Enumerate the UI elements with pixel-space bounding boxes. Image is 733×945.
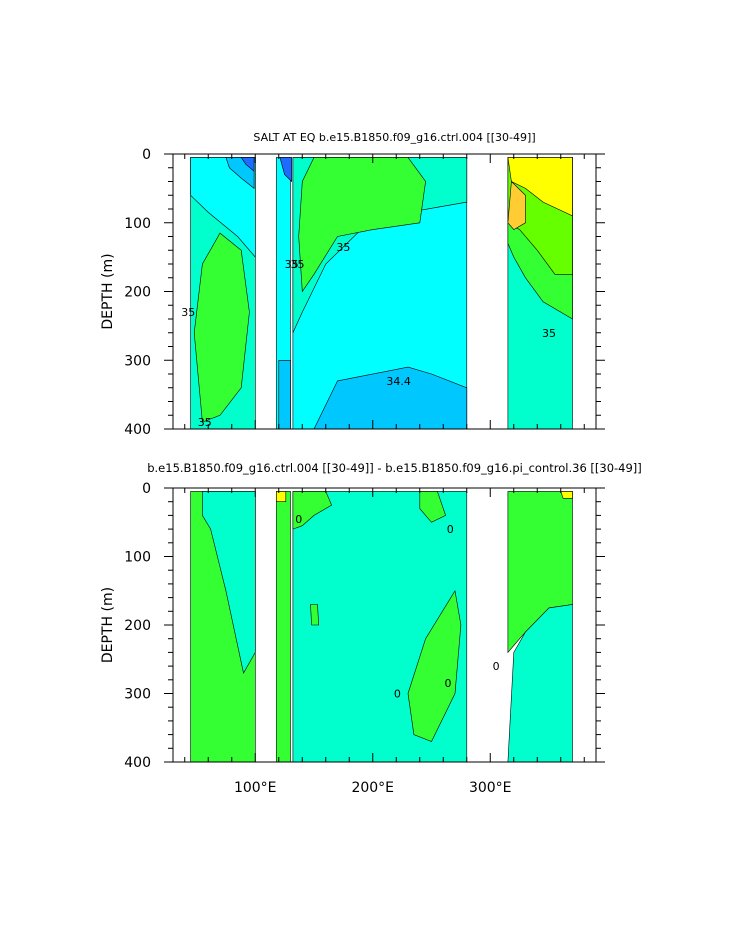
chart-title: SALT AT EQ b.e15.B1850.f09_g16.ctrl.004 … (253, 131, 535, 144)
y-tick-label: 400 (124, 422, 151, 438)
y-tick-label: 100 (124, 550, 151, 566)
contour-label: 35 (336, 241, 350, 254)
contour-label: 0 (394, 688, 401, 701)
contour-label: 0 (447, 523, 454, 536)
x-tick-label: 300°E (469, 780, 512, 796)
contour-label: 34.4 (386, 375, 411, 388)
contour-region-green (276, 491, 291, 762)
contour-region-green (310, 604, 320, 626)
y-tick-label: 200 (124, 285, 151, 301)
contour-region-green (193, 232, 250, 423)
x-tick-label: 200°E (351, 780, 394, 796)
contour-region-mid_low (313, 366, 468, 429)
contour-region-mid_low (278, 360, 291, 429)
contour-field (190, 491, 573, 762)
contour-region-green (419, 491, 446, 523)
contour-region-low_salt (279, 157, 292, 183)
contour-label: 35 (285, 258, 299, 271)
y-tick-label: 300 (124, 353, 151, 369)
contour-label: 35 (198, 416, 212, 429)
contour-region-aqua (507, 604, 573, 762)
y-axis-label: DEPTH (m) (100, 253, 116, 329)
y-tick-label: 0 (142, 481, 151, 497)
contour-label: 0 (493, 660, 500, 673)
y-tick-label: 400 (124, 755, 151, 771)
contour-label: 35 (542, 327, 556, 340)
chart-panel-2: 100°E 200°E 300°E 0 100 200 300 400 b.e15.B1850.… (100, 461, 642, 796)
contour-field (190, 157, 573, 429)
chart-panel-1: 0 100 200 300 400 SALT AT EQ b.e15.B1850.f09_… (100, 131, 605, 438)
contour-region-orange (507, 180, 526, 230)
y-tick-label: 300 (124, 687, 151, 703)
contour-region-yellow (276, 491, 287, 502)
contour-label: 35 (181, 306, 195, 319)
chart-title: b.e15.B1850.f09_g16.ctrl.004 [[30-49]] -… (147, 461, 642, 475)
contour-region-low_salt (240, 157, 255, 172)
contour-label: 0 (444, 677, 451, 690)
y-tick-label: 0 (142, 147, 151, 163)
contour-region-green (298, 157, 426, 293)
y-tick-label: 200 (124, 618, 151, 634)
y-tick-label: 100 (124, 216, 151, 232)
contour-label: 35 (291, 258, 305, 271)
y-axis-label: DEPTH (m) (100, 587, 116, 663)
x-tick-label: 100°E (234, 780, 277, 796)
contour-region-green (407, 589, 462, 742)
contour-region-aqua (202, 491, 256, 674)
contour-label: 0 (295, 513, 302, 526)
contour-region-yellow (560, 491, 573, 499)
